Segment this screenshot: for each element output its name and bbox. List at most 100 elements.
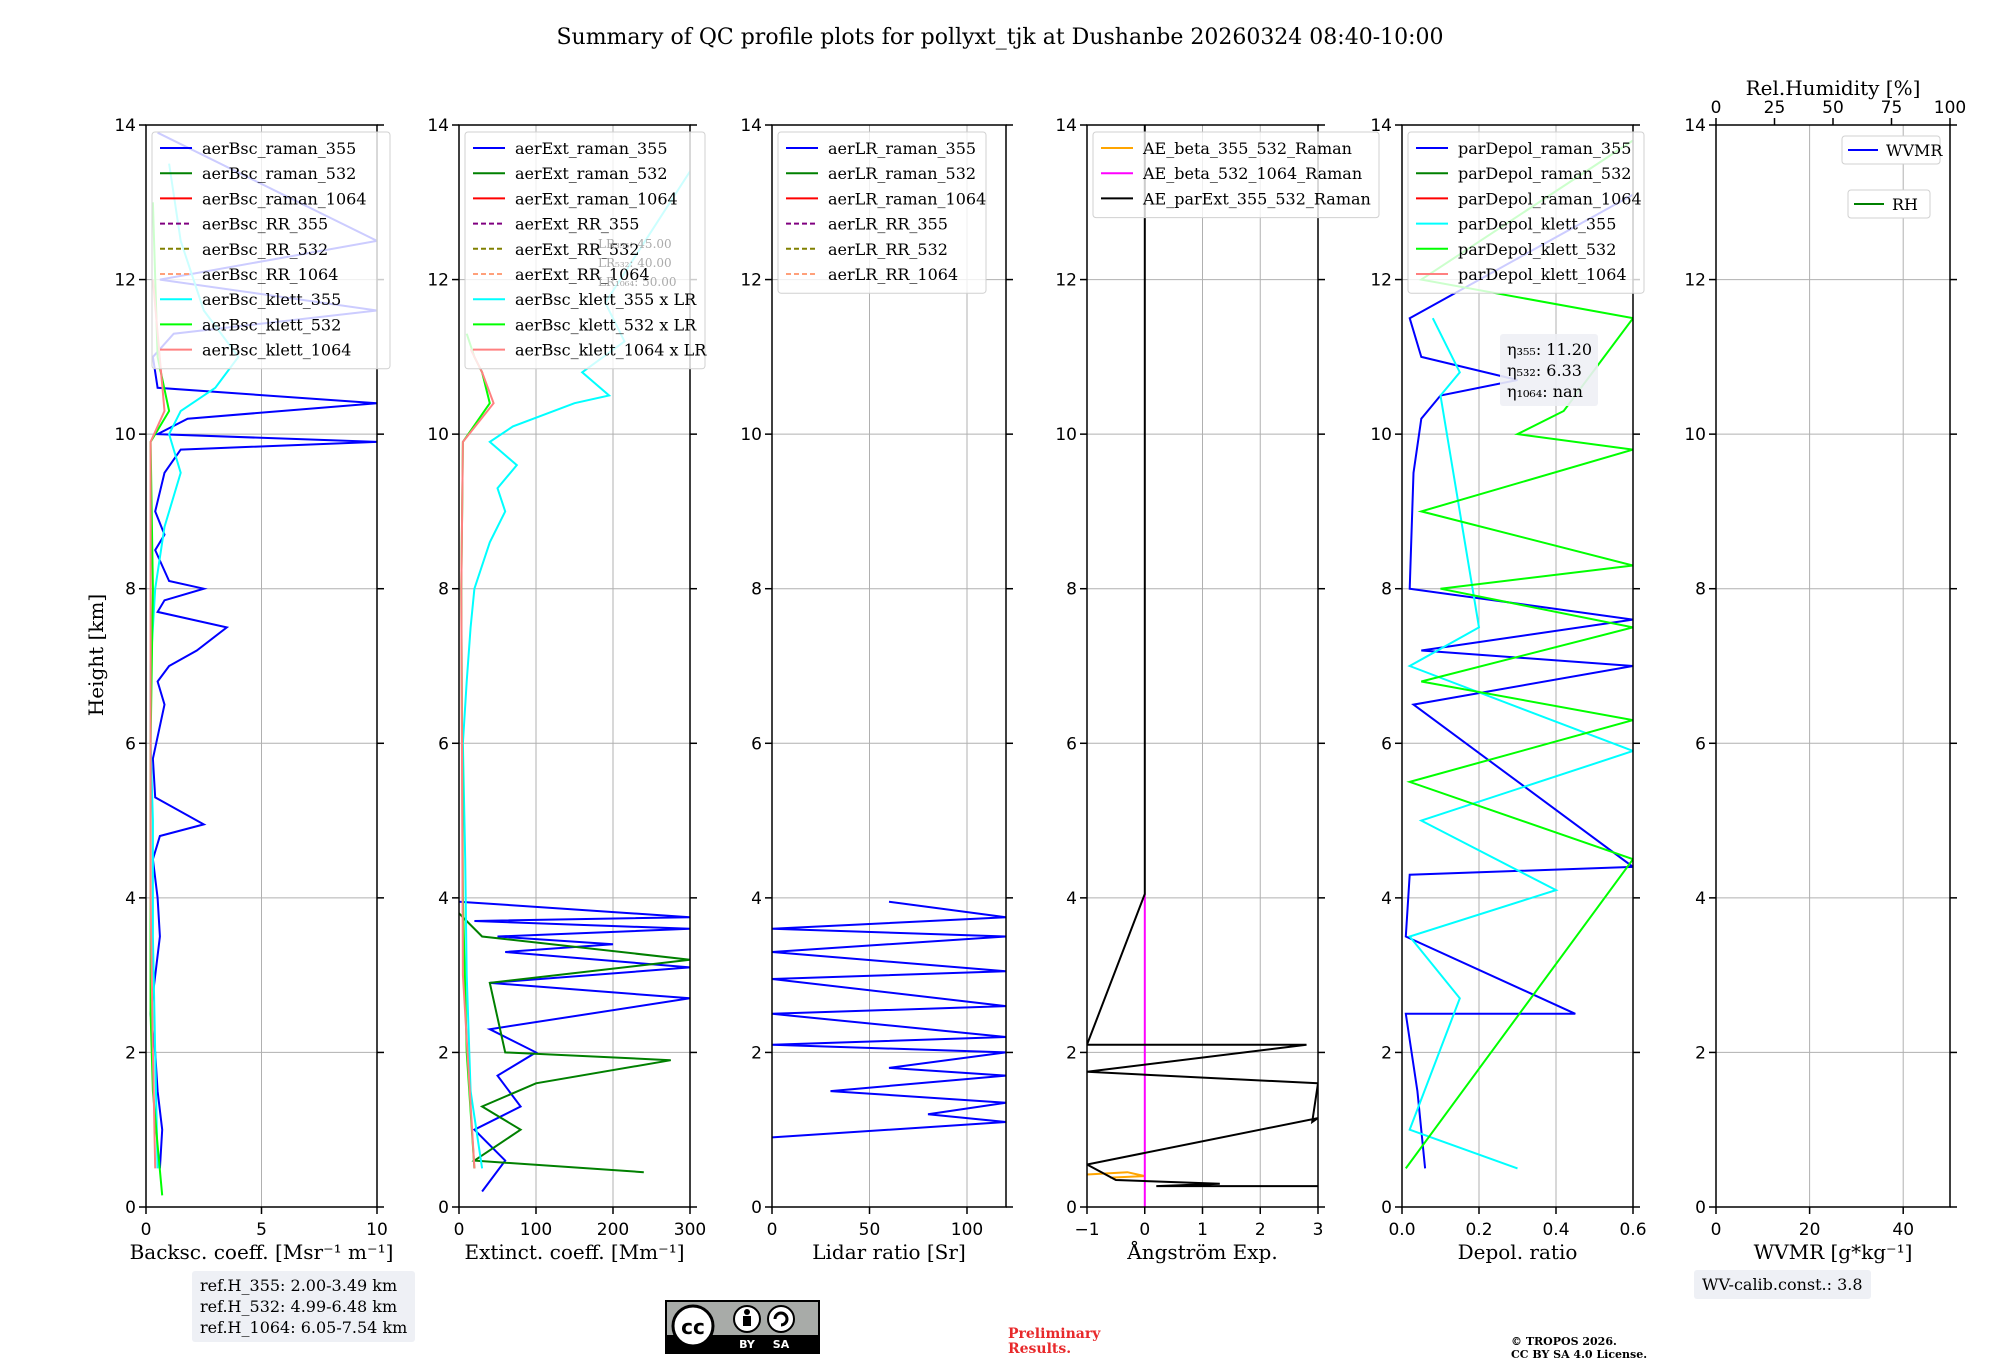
axes-frame <box>1086 124 1319 1208</box>
y-tick-label: 6 <box>125 734 136 754</box>
y-tick-label: 8 <box>1695 580 1706 600</box>
x-tick-label: 5 <box>256 1220 267 1240</box>
series-aerExt_raman_532 <box>459 912 690 1174</box>
y-axis-label: Height [km] <box>84 594 108 716</box>
x-tick-label: 300 <box>674 1220 706 1240</box>
ref-height-355: ref.H_355: 2.00-3.49 km <box>200 1276 398 1295</box>
y-tick-label: 0 <box>751 1198 762 1218</box>
x-tick-label: 50 <box>859 1220 881 1240</box>
y-tick-label: 0 <box>438 1198 449 1218</box>
y-tick-label: 14 <box>1370 116 1392 136</box>
x-tick-label: 0.4 <box>1542 1220 1569 1240</box>
legend-entry: RH <box>1892 195 1918 214</box>
series-group <box>772 900 1006 1139</box>
axes-frame <box>458 124 691 1208</box>
series-aerBsc_raman_355 <box>149 131 377 1169</box>
legend-entry: parDepol_klett_355 <box>1458 215 1616 234</box>
y-tick-label: 12 <box>1684 271 1706 291</box>
x-tick-label: 100 <box>951 1220 983 1240</box>
y-tick-label: 4 <box>438 889 449 909</box>
y-tick-label: 2 <box>125 1043 136 1063</box>
legend-entry: aerLR_raman_355 <box>828 139 976 158</box>
legend: parDepol_raman_355 parDepol_raman_532 parD… <box>1407 131 1645 294</box>
x-tick-label: 0 <box>454 1220 465 1240</box>
legend-entry: aerLR_raman_532 <box>828 164 976 183</box>
legend-box <box>1092 131 1380 219</box>
x2-tick-label: 25 <box>1764 98 1786 118</box>
eta-box <box>1500 334 1598 406</box>
legend-box <box>151 131 391 370</box>
legend-box <box>1841 135 1941 165</box>
series-AE_parExt_355_532_Raman <box>1087 125 1318 1188</box>
x-tick-label: −1 <box>1074 1220 1099 1240</box>
legend-entry: aerExt_RR_1064 <box>515 265 650 284</box>
legend-entry: aerExt_RR_355 <box>515 215 639 234</box>
lidar-ratio-annotation: LR₁₀₆₄: 50.00 <box>598 275 676 289</box>
legend-entry: aerLR_raman_1064 <box>828 189 986 208</box>
legend-entry: AE_beta_532_1064_Raman <box>1142 164 1362 183</box>
legend-entry: aerBsc_klett_355 <box>202 290 341 309</box>
ref-height-532: ref.H_532: 4.99-6.48 km <box>200 1297 398 1316</box>
x-axis-label: WVMR [g*kg⁻¹] <box>1754 1240 1913 1264</box>
y-tick-label: 10 <box>1055 425 1077 445</box>
x-tick-label: 3 <box>1313 1220 1324 1240</box>
x-tick-label: 0.0 <box>1388 1220 1415 1240</box>
x2-tick-label: 75 <box>1881 98 1903 118</box>
y-tick-label: 14 <box>114 116 136 136</box>
legend: aerBsc_raman_355 aerBsc_raman_532 aerBsc_r… <box>151 131 391 370</box>
legend-entry: parDepol_raman_355 <box>1458 139 1631 158</box>
legend-entry: aerBsc_RR_355 <box>202 215 328 234</box>
axes-frame <box>1401 124 1634 1208</box>
y-tick-label: 2 <box>751 1043 762 1063</box>
y-tick-label: 2 <box>1381 1043 1392 1063</box>
legend-entry: AE_beta_355_532_Raman <box>1142 139 1352 158</box>
y-tick-label: 6 <box>751 734 762 754</box>
axes-frame <box>145 124 378 1208</box>
legend-entry: parDepol_raman_1064 <box>1458 189 1642 208</box>
x-axis-label: Backsc. coeff. [Msr⁻¹ m⁻¹] <box>130 1240 394 1264</box>
legend-entry: aerBsc_RR_532 <box>202 240 328 259</box>
legend-entry: aerExt_raman_355 <box>515 139 668 158</box>
copyright-line1: © TROPOS 2026. <box>1511 1335 1617 1348</box>
y-tick-label: 8 <box>1381 580 1392 600</box>
legend: aerExt_raman_355 aerExt_raman_532 aerExt_r… <box>464 131 707 370</box>
series-AE_beta_355_532_Raman <box>1087 1171 1146 1179</box>
legend-entry: aerLR_RR_532 <box>828 240 948 259</box>
legend-box <box>464 131 706 370</box>
series-aerBsc_klett_532 x LR <box>460 333 491 1169</box>
y-tick-label: 14 <box>1055 116 1077 136</box>
y-tick-label: 8 <box>1066 580 1077 600</box>
y-tick-label: 10 <box>1684 425 1706 445</box>
panel-2: 0 100 200 300 0 2 4 6 8 10 12 14 Extinct. coeff. [Mm… <box>427 116 707 1264</box>
y-tick-label: 6 <box>1381 734 1392 754</box>
legend-entry: parDepol_klett_1064 <box>1458 265 1627 284</box>
legend-entry: aerBsc_raman_1064 <box>202 189 367 208</box>
legend-box <box>777 131 987 294</box>
x-axis-label: Lidar ratio [Sr] <box>812 1240 966 1264</box>
y-tick-label: 10 <box>427 425 449 445</box>
y-tick-label: 0 <box>125 1198 136 1218</box>
y-tick-label: 0 <box>1066 1198 1077 1218</box>
y-tick-label: 8 <box>751 580 762 600</box>
preliminary-line2: Results. <box>1008 1341 1072 1357</box>
axes-frame <box>771 124 1007 1208</box>
legend-entry: aerBsc_klett_1064 <box>202 341 351 360</box>
x-tick-label: 200 <box>597 1220 629 1240</box>
lidar-ratio-annotation: LR₃₅₅: 45.00 <box>598 237 672 251</box>
legend-box <box>1407 131 1645 294</box>
x-tick-label: 0.6 <box>1619 1220 1646 1240</box>
lidar-ratio-annotation: LR₅₃₂: 40.00 <box>598 256 672 270</box>
panel-6: 0 20 40 0 2 4 6 8 10 12 14 WVMR [g*kg⁻¹] 0 25 50 75 100 R… <box>1684 76 1966 1264</box>
x-tick-label: 100 <box>520 1220 552 1240</box>
y-tick-label: 4 <box>1381 889 1392 909</box>
y-tick-label: 2 <box>438 1043 449 1063</box>
x-tick-label: 2 <box>1255 1220 1266 1240</box>
y-tick-label: 12 <box>1370 271 1392 291</box>
y-tick-label: 10 <box>740 425 762 445</box>
series-aerBsc_klett_355 x LR <box>461 170 690 1169</box>
ref-height-1064: ref.H_1064: 6.05-7.54 km <box>200 1318 408 1337</box>
legend-entry: AE_parExt_355_532_Raman <box>1142 189 1371 208</box>
legend: AE_beta_355_532_Raman AE_beta_532_1064_Ra… <box>1092 131 1380 219</box>
series-aerLR_raman_355 <box>772 900 1006 1139</box>
cc-sa-label: SA <box>773 1338 790 1351</box>
